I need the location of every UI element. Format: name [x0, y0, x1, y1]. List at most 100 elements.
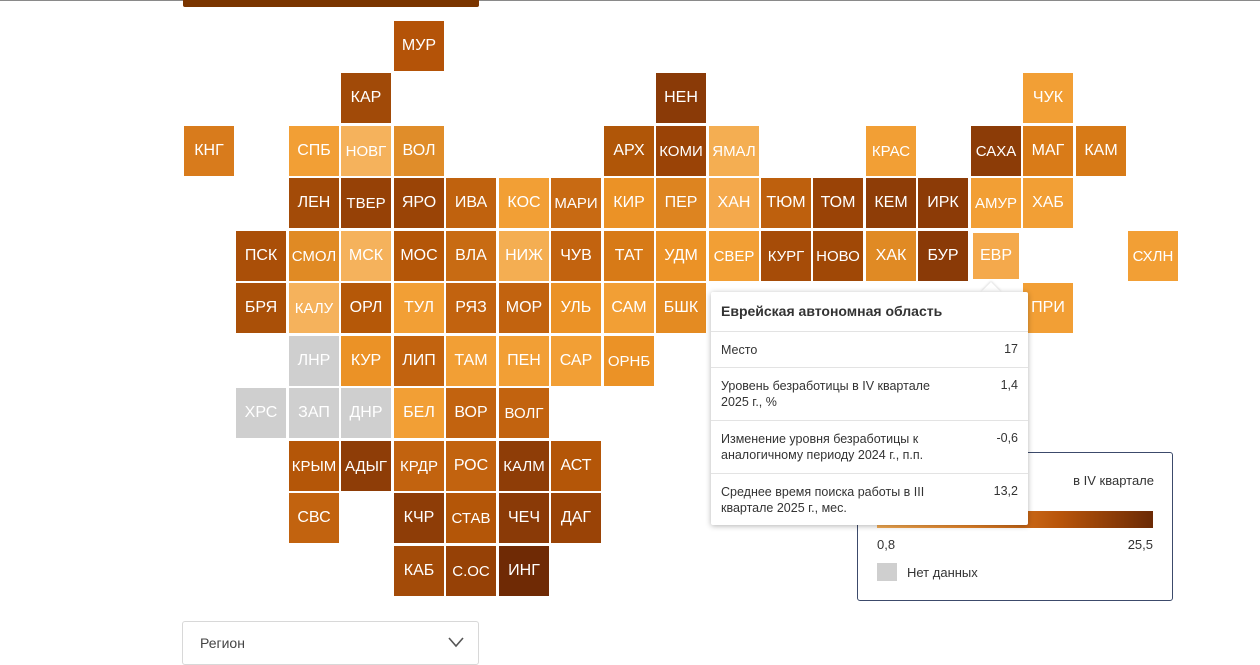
region-tile[interactable]: МСК — [341, 231, 391, 281]
region-tile[interactable]: СМОЛ — [289, 231, 339, 281]
region-tile[interactable]: КАЛМ — [499, 441, 549, 491]
region-tile[interactable]: ТЮМ — [761, 178, 811, 228]
region-tile[interactable]: УЛЬ — [551, 283, 601, 333]
region-tile[interactable]: ПСК — [236, 231, 286, 281]
region-tile[interactable]: БЕЛ — [394, 388, 444, 438]
region-tile[interactable]: ЧЕЧ — [499, 493, 549, 543]
region-tile[interactable]: ИРК — [918, 178, 968, 228]
region-tile[interactable]: КОС — [499, 178, 549, 228]
region-tile[interactable]: ХАБ — [1023, 178, 1073, 228]
region-tile[interactable]: ТАТ — [604, 231, 654, 281]
region-tile[interactable]: МАРИ — [551, 178, 601, 228]
region-tile[interactable]: ПЕР — [656, 178, 706, 228]
region-tile[interactable]: КЕМ — [866, 178, 916, 228]
region-tile[interactable]: СВЕР — [709, 231, 759, 281]
tooltip-title: Еврейская автономная область — [721, 303, 943, 319]
region-tile[interactable]: КНГ — [184, 126, 234, 176]
tooltip-label: Уровень безработицы в IV квартале 2025 г… — [721, 379, 930, 409]
region-tile[interactable]: НИЖ — [499, 231, 549, 281]
tooltip-row-rank: Место 17 — [711, 331, 1028, 368]
region-tile[interactable]: ИНГ — [499, 546, 549, 596]
region-tile[interactable]: ЧУВ — [551, 231, 601, 281]
region-tile[interactable]: СВС — [289, 493, 339, 543]
tooltip-label: Изменение уровня безработицы к аналогичн… — [721, 432, 924, 462]
region-tile[interactable]: ХАН — [709, 178, 759, 228]
region-tile[interactable]: КРДР — [394, 441, 444, 491]
top-divider — [0, 0, 1260, 1]
region-tile[interactable]: ТУЛ — [394, 283, 444, 333]
region-tile[interactable]: ЯРО — [394, 178, 444, 228]
region-tile[interactable]: ВЛА — [446, 231, 496, 281]
tooltip-label: Среднее время поиска работы в III кварта… — [721, 485, 925, 515]
region-tile[interactable]: БРЯ — [236, 283, 286, 333]
region-tile[interactable]: ВОЛГ — [499, 388, 549, 438]
region-tile[interactable]: НЕН — [656, 73, 706, 123]
region-tile[interactable]: ЛНР — [289, 336, 339, 386]
region-tile[interactable]: АРХ — [604, 126, 654, 176]
region-tile[interactable]: ВОР — [446, 388, 496, 438]
region-tile[interactable]: ЯМАЛ — [709, 126, 759, 176]
region-tile[interactable]: БШК — [656, 283, 706, 333]
region-tile[interactable]: АДЫГ — [341, 441, 391, 491]
region-tile[interactable]: ЧУК — [1023, 73, 1073, 123]
region-tile[interactable]: БУР — [918, 231, 968, 281]
region-tile[interactable]: АСТ — [551, 441, 601, 491]
region-tile[interactable]: САХА — [971, 126, 1021, 176]
region-tile[interactable]: ОРЛ — [341, 283, 391, 333]
region-tile[interactable]: МУР — [394, 21, 444, 71]
chevron-down-icon — [448, 637, 464, 648]
region-tile[interactable]: ПРИ — [1023, 283, 1073, 333]
region-tile[interactable]: КАБ — [394, 546, 444, 596]
region-tile[interactable]: КЧР — [394, 493, 444, 543]
region-tile[interactable]: КУР — [341, 336, 391, 386]
region-tile[interactable]: ЗАП — [289, 388, 339, 438]
tooltip-arrow — [981, 282, 1001, 292]
region-tile[interactable]: КРЫМ — [289, 441, 339, 491]
legend-no-data-swatch — [877, 563, 897, 581]
region-tile[interactable]: МОС — [394, 231, 444, 281]
region-tile[interactable]: ПЕН — [499, 336, 549, 386]
region-tile[interactable]: МАГ — [1023, 126, 1073, 176]
region-tile[interactable]: ЛИП — [394, 336, 444, 386]
region-tile[interactable]: ВОЛ — [394, 126, 444, 176]
region-tile[interactable]: НОВО — [813, 231, 863, 281]
region-tile[interactable]: ХАК — [866, 231, 916, 281]
region-tile[interactable]: ТВЕР — [341, 178, 391, 228]
region-tile[interactable]: ДНР — [341, 388, 391, 438]
region-tile[interactable]: ТОМ — [813, 178, 863, 228]
region-tile[interactable]: САМ — [604, 283, 654, 333]
tooltip-value: 13,2 — [993, 484, 1018, 498]
region-tile[interactable]: КОМИ — [656, 126, 706, 176]
region-select[interactable]: Регион — [182, 621, 479, 665]
region-tile[interactable]: КАЛУ — [289, 283, 339, 333]
region-tile[interactable]: КАР — [341, 73, 391, 123]
region-tile[interactable]: ЕВР — [971, 231, 1021, 281]
region-tile[interactable]: СХЛН — [1128, 231, 1178, 281]
tooltip-row-change: Изменение уровня безработицы к аналогичн… — [711, 420, 1028, 473]
legend-no-data-label: Нет данных — [907, 565, 978, 580]
region-tile[interactable]: КАМ — [1076, 126, 1126, 176]
region-tile[interactable]: СТАВ — [446, 493, 496, 543]
region-tile[interactable]: ИВА — [446, 178, 496, 228]
region-tile[interactable]: КУРГ — [761, 231, 811, 281]
region-tooltip: Еврейская автономная область Место 17 Ур… — [711, 292, 1028, 525]
region-tile[interactable]: КРАС — [866, 126, 916, 176]
region-tile[interactable]: ОРНБ — [604, 336, 654, 386]
region-tile[interactable]: ДАГ — [551, 493, 601, 543]
legend-max-value: 25,5 — [1127, 537, 1153, 552]
region-tile[interactable]: НОВГ — [341, 126, 391, 176]
region-tile[interactable]: ЛЕН — [289, 178, 339, 228]
region-tile[interactable]: КИР — [604, 178, 654, 228]
region-tile[interactable]: АМУР — [971, 178, 1021, 228]
region-tile[interactable]: ТАМ — [446, 336, 496, 386]
region-tile[interactable]: УДМ — [656, 231, 706, 281]
region-tile[interactable]: С.ОС — [446, 546, 496, 596]
region-tile[interactable]: ХРС — [236, 388, 286, 438]
region-tile[interactable]: МОР — [499, 283, 549, 333]
region-tile[interactable]: САР — [551, 336, 601, 386]
region-tile[interactable]: РОС — [446, 441, 496, 491]
top-accent-bar — [183, 0, 479, 7]
region-tile[interactable]: СПБ — [289, 126, 339, 176]
region-tile[interactable]: РЯЗ — [446, 283, 496, 333]
